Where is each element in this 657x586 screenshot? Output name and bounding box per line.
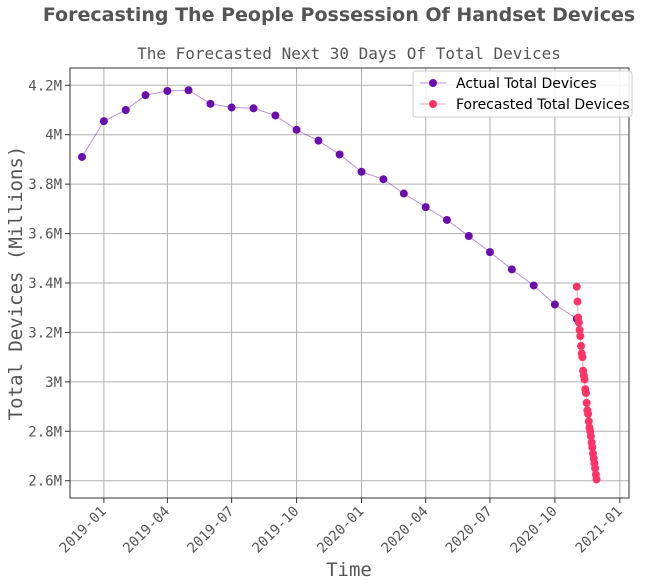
y-tick-label: 3.8M <box>28 177 62 193</box>
data-point-actual <box>227 103 236 112</box>
y-tick-label: 2.6M <box>28 474 62 490</box>
x-axis-label: Time <box>326 559 372 581</box>
data-point-actual <box>507 265 516 274</box>
x-tick-label: 2020-01 <box>314 504 367 557</box>
data-point-actual <box>314 136 323 145</box>
data-point-actual <box>163 86 172 95</box>
data-point-forecast <box>578 353 587 362</box>
y-tick-label: 4M <box>45 128 62 144</box>
data-point-forecast <box>576 332 585 341</box>
data-point-actual <box>184 86 193 95</box>
data-point-actual <box>121 106 130 115</box>
legend-marker-forecast <box>429 100 437 108</box>
data-point-actual <box>99 117 108 126</box>
chart-suptitle: Forecasting The People Possession Of Han… <box>43 4 635 26</box>
data-point-actual <box>550 300 559 309</box>
data-point-forecast <box>573 297 582 306</box>
data-point-actual <box>206 99 215 108</box>
y-tick-label: 3.4M <box>28 276 62 292</box>
legend-box <box>412 70 633 118</box>
legend-label-actual: Actual Total Devices <box>456 76 597 92</box>
data-point-forecast <box>584 409 593 418</box>
x-tick-label: 2020-04 <box>379 504 432 557</box>
y-tick-label: 3M <box>45 375 62 391</box>
data-point-actual <box>442 215 451 224</box>
data-point-actual <box>271 111 280 120</box>
x-tick-label: 2019-10 <box>249 504 302 557</box>
data-point-forecast <box>582 398 591 407</box>
y-axis-label: Total Devices (Millions) <box>5 146 27 421</box>
data-point-forecast <box>581 388 590 397</box>
y-tick-label: 4.2M <box>28 78 62 94</box>
data-point-actual <box>141 91 150 100</box>
y-tick-label: 3.6M <box>28 227 62 243</box>
x-tick-label: 2019-01 <box>57 504 110 557</box>
x-tick-label: 2019-07 <box>184 504 237 557</box>
x-tick-label: 2020-07 <box>443 504 496 557</box>
data-point-forecast <box>572 282 581 291</box>
legend-marker-actual <box>429 79 437 87</box>
data-point-actual <box>249 104 258 113</box>
x-tick-label: 2021-01 <box>573 504 626 557</box>
y-tick-label: 2.8M <box>28 424 62 440</box>
x-axis-ticks: 2019-01 2019-04 2019-07 2019-10 2020-01 2020-… <box>57 498 626 557</box>
legend-label-forecast: Forecasted Total Devices <box>456 97 630 113</box>
data-point-forecast <box>575 325 584 334</box>
y-axis-ticks: 2.6M 2.8M 3M 3.2M 3.4M 3.6M 3.8M 4M 4.2M <box>28 78 70 490</box>
data-point-forecast <box>574 318 583 327</box>
data-point-actual <box>464 232 473 241</box>
data-point-actual <box>421 203 430 212</box>
y-tick-label: 3.2M <box>28 325 62 341</box>
data-point-actual <box>77 152 86 161</box>
x-tick-label: 2019-04 <box>120 504 173 557</box>
data-point-forecast <box>591 464 600 473</box>
plot-frame <box>69 67 630 499</box>
grid-lines <box>70 68 629 498</box>
data-point-forecast <box>588 443 597 452</box>
data-point-actual <box>335 150 344 159</box>
data-point-forecast <box>577 342 586 351</box>
data-point-actual <box>529 281 538 290</box>
data-point-forecast <box>586 432 595 441</box>
data-point-actual <box>357 167 366 176</box>
series-line-actual <box>81 89 578 320</box>
x-tick-label: 2020-10 <box>508 504 561 557</box>
series-layer <box>77 86 601 484</box>
data-point-actual <box>399 189 408 198</box>
data-point-forecast <box>580 375 589 384</box>
data-point-actual <box>485 248 494 257</box>
data-point-actual <box>292 125 301 134</box>
legend: Actual Total Devices Forecasted Total De… <box>412 70 633 118</box>
data-point-actual <box>379 175 388 184</box>
data-point-forecast <box>592 475 601 484</box>
data-point-forecast <box>584 417 593 426</box>
chart-title: The Forecasted Next 30 Days Of Total Dev… <box>137 44 561 63</box>
